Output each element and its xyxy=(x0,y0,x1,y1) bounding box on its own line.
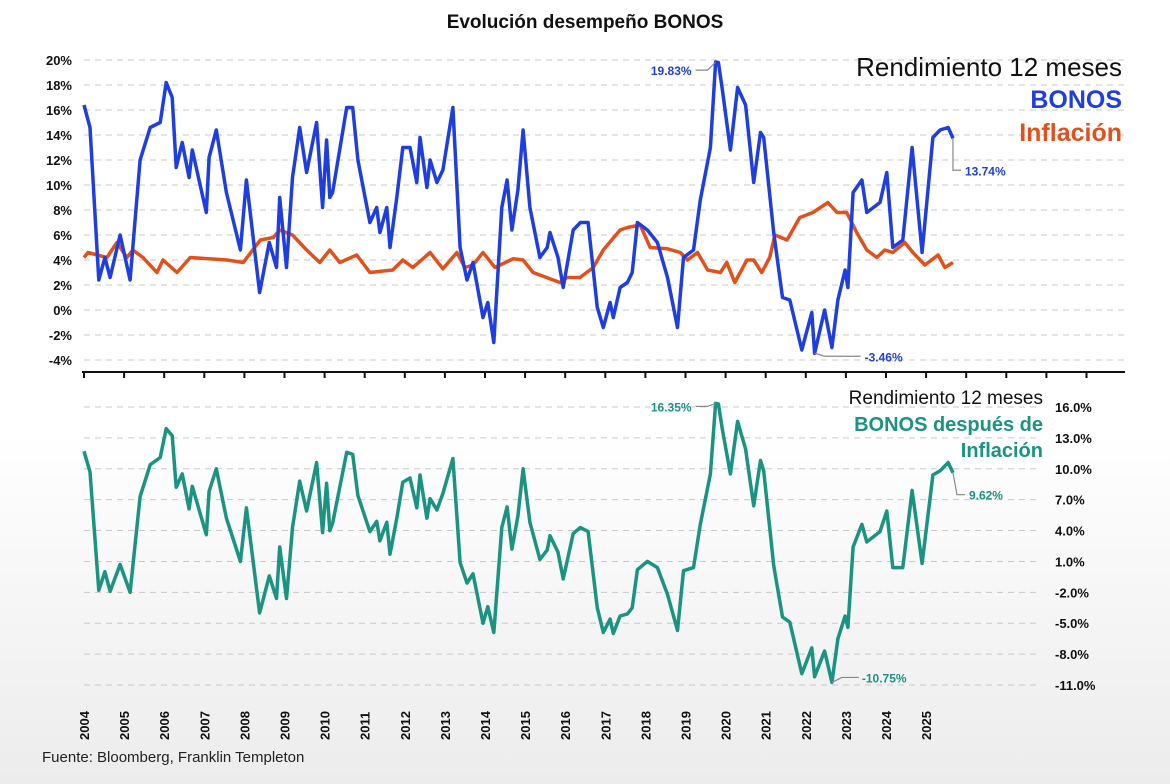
annotation-last-real: 9.62% xyxy=(969,489,1003,503)
annotation-leader xyxy=(695,402,716,407)
x-tick-label: 2011 xyxy=(358,712,373,740)
x-tick-label: 2012 xyxy=(398,711,413,740)
bottom-y-tick-label: 10.0% xyxy=(1055,462,1092,477)
annotation-leader xyxy=(695,61,716,71)
top-y-tick-label: 20% xyxy=(46,53,72,68)
bottom-y-tick-label: 16.0% xyxy=(1055,400,1092,415)
annotation-max-bonos: 19.83% xyxy=(651,64,692,78)
x-tick-label: 2016 xyxy=(558,711,573,740)
annotation-last-bonos: 13.74% xyxy=(965,164,1006,178)
bottom-legend-title: Rendimiento 12 meses xyxy=(849,388,1043,409)
inflacion-line xyxy=(82,200,954,285)
annotation-min-bonos: -3.46% xyxy=(865,350,903,364)
top-y-tick-label: 4% xyxy=(53,253,72,268)
top-legend-title: Rendimiento 12 meses xyxy=(856,52,1122,82)
top-y-tick-label: 10% xyxy=(46,178,72,193)
annotation-leader xyxy=(814,352,861,357)
bottom-y-tick-label: -2.0% xyxy=(1055,585,1089,600)
x-tick-label: 2020 xyxy=(719,711,734,740)
x-tick-label: 2024 xyxy=(879,710,894,740)
top-y-tick-label: 18% xyxy=(46,78,72,93)
bottom-y-tick-label: -11.0% xyxy=(1055,678,1096,693)
legend-bonos: BONOS xyxy=(1030,86,1122,114)
bottom-y-tick-label: 13.0% xyxy=(1055,431,1092,446)
top-y-tick-label: 8% xyxy=(53,203,72,218)
annotation-min-real: -10.75% xyxy=(862,671,907,685)
x-tick-label: 2021 xyxy=(759,711,774,740)
annotation-max-real: 16.35% xyxy=(651,400,692,414)
x-tick-label: 2006 xyxy=(157,711,172,740)
bonos-line xyxy=(82,60,955,356)
x-tick-label: 2013 xyxy=(438,711,453,740)
x-tick-label: 2014 xyxy=(478,710,493,740)
top-panel: 20% 18% 16% 14% 12% 10% 8% 6% 4% 2% 0% -2% -4% 19.83%… xyxy=(46,53,1128,378)
legend-real-line2: Inflación xyxy=(961,440,1043,462)
bottom-y-tick-label: 4.0% xyxy=(1055,524,1085,539)
bottom-y-tick-label: 1.0% xyxy=(1055,554,1085,569)
x-tick-label: 2010 xyxy=(318,711,333,740)
x-tick-label: 2015 xyxy=(518,711,533,740)
chart-title: Evolución desempeño BONOS xyxy=(447,12,724,33)
top-y-tick-label: -4% xyxy=(49,353,73,368)
top-y-tick-label: 16% xyxy=(46,103,72,118)
source-note: Fuente: Bloomberg, Franklin Templeton xyxy=(42,749,304,766)
x-tick-label: 2005 xyxy=(117,711,132,740)
top-y-tick-label: 6% xyxy=(53,228,72,243)
x-tick-label: 2022 xyxy=(799,711,814,740)
x-tick-label: 2008 xyxy=(237,711,252,740)
annotation-leader xyxy=(952,472,965,496)
top-y-tick-label: -2% xyxy=(49,328,73,343)
x-tick-label: 2007 xyxy=(197,711,212,740)
bottom-panel: 16.0% 13.0% 10.0% 7.0% 4.0% 1.0% -2.0% -5.0% -8.… xyxy=(77,400,1096,740)
x-tick-label: 2019 xyxy=(679,711,694,740)
x-tick-label: 2025 xyxy=(919,711,934,740)
bottom-y-tick-label: 7.0% xyxy=(1055,493,1085,508)
bonos-real-line xyxy=(82,401,955,685)
top-y-tick-label: 2% xyxy=(53,278,72,293)
top-y-tick-label: 14% xyxy=(46,128,72,143)
x-tick-label: 2004 xyxy=(77,710,92,740)
top-y-tick-label: 0% xyxy=(53,303,72,318)
bottom-y-tick-label: -5.0% xyxy=(1055,616,1089,631)
x-tick-label: 2017 xyxy=(598,711,613,740)
annotation-leader xyxy=(952,138,961,171)
legend-real-line1: BONOS después de xyxy=(854,414,1043,436)
top-y-tick-label: 12% xyxy=(46,153,72,168)
bottom-y-tick-label: -8.0% xyxy=(1055,647,1089,662)
annotation-leader xyxy=(831,676,859,683)
legend-inflacion: Inflación xyxy=(1019,119,1122,147)
x-tick-label: 2023 xyxy=(839,711,854,740)
x-tick-label: 2009 xyxy=(278,711,293,740)
x-tick-label: 2018 xyxy=(638,711,653,740)
